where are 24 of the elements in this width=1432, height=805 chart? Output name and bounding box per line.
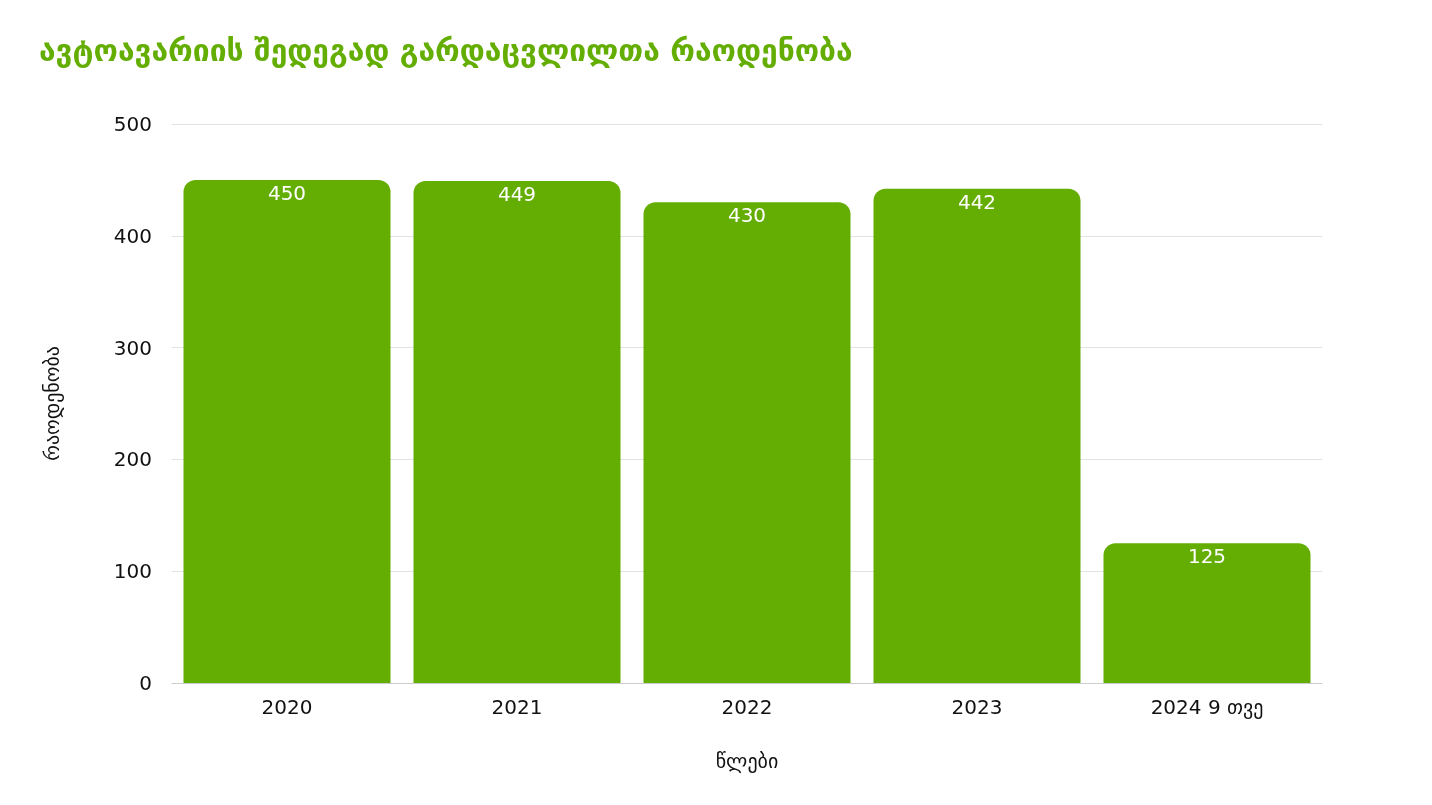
bar xyxy=(183,179,391,683)
data-label: 125 xyxy=(1187,544,1227,569)
x-tick-label: 2020 xyxy=(261,695,313,719)
data-label: 442 xyxy=(957,189,997,214)
y-tick-label: 0 xyxy=(139,671,152,695)
bar xyxy=(643,202,851,683)
y-axis-title: რაოდენობა xyxy=(40,346,64,461)
bar xyxy=(873,188,1081,683)
bar xyxy=(1103,543,1311,683)
x-axis-title: წლები xyxy=(715,749,779,773)
chart-title: ავტოავარიის შედეგად გარდაცვლილთა რაოდენობა xyxy=(39,32,853,68)
y-tick-label: 300 xyxy=(113,335,152,360)
x-tick-label: 2023 xyxy=(951,695,1003,719)
data-label: 450 xyxy=(267,180,307,205)
y-tick-label: 100 xyxy=(113,559,152,584)
x-tick-label: 2022 xyxy=(721,695,773,719)
data-label: 449 xyxy=(497,182,537,207)
y-tick-label: 400 xyxy=(113,223,152,248)
y-tick-label: 200 xyxy=(113,447,152,472)
data-label: 430 xyxy=(727,203,767,228)
x-tick-label: 2024 9 თვე xyxy=(1150,695,1264,719)
x-tick-label: 2021 xyxy=(491,695,543,719)
bar xyxy=(413,181,621,683)
y-tick-label: 500 xyxy=(113,112,152,136)
